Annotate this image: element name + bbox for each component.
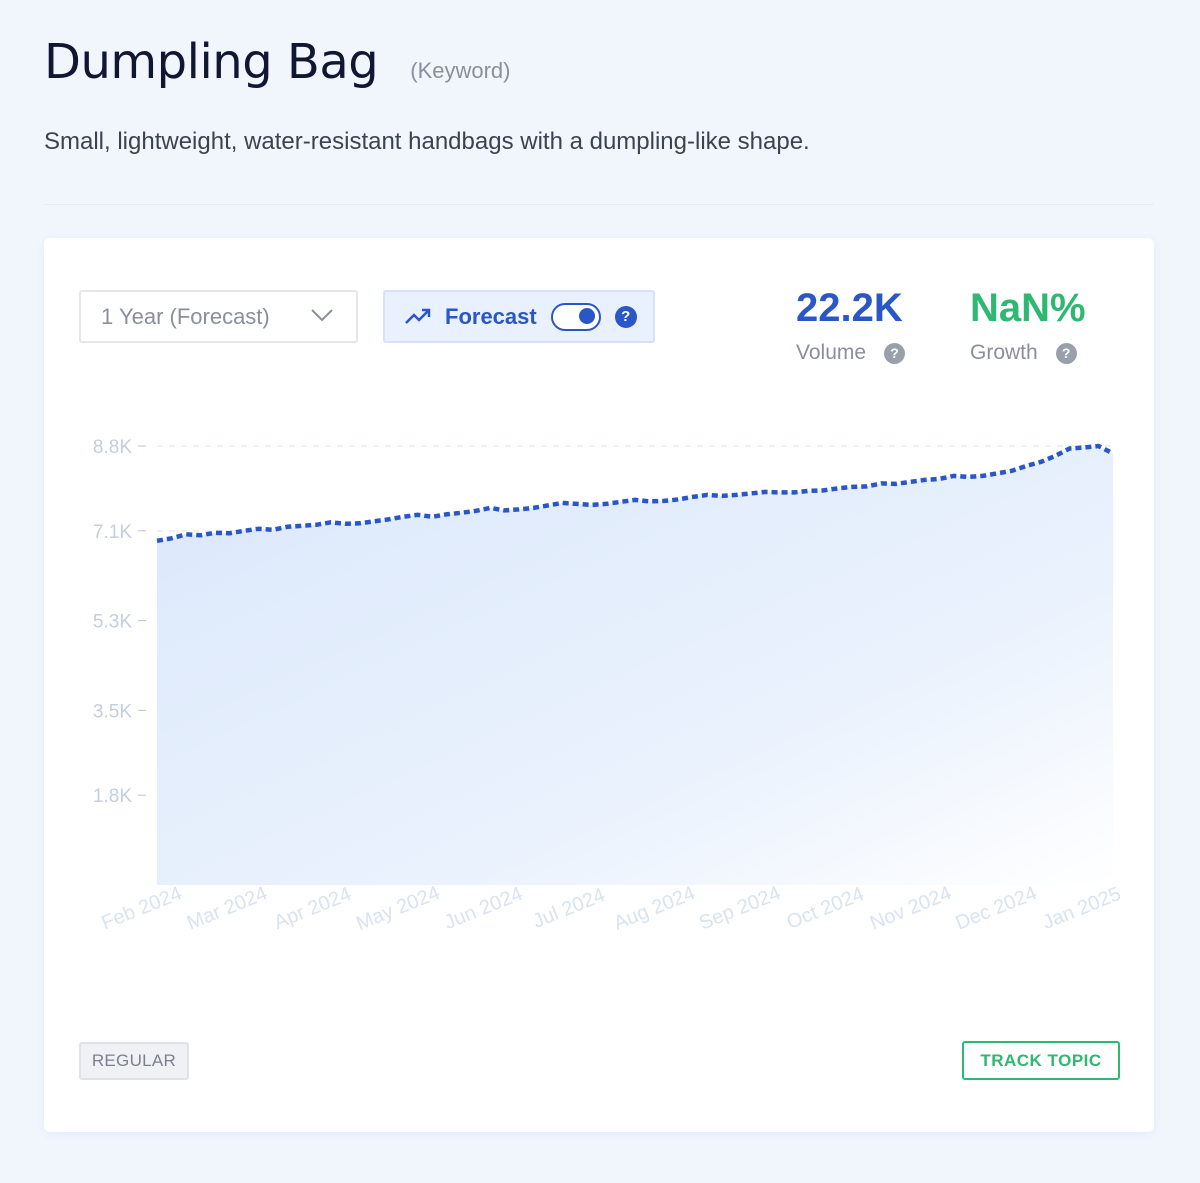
- y-tick-label: 7.1K: [93, 522, 132, 543]
- title-row: Dumpling Bag (Keyword): [44, 34, 1154, 90]
- growth-metric: NaN% Growth ?: [970, 286, 1086, 365]
- forecast-label: Forecast: [445, 303, 537, 329]
- x-tick-label: Jul 2024: [530, 884, 608, 933]
- x-tick-label: Oct 2024: [784, 883, 868, 934]
- topic-kind-label: (Keyword): [410, 58, 511, 83]
- volume-help-icon[interactable]: ?: [884, 342, 906, 364]
- forecast-switch-knob: [578, 308, 595, 324]
- trend-card: 1 Year (Forecast) Forecast ? 22.2K Volum…: [44, 238, 1154, 1132]
- growth-help-icon[interactable]: ?: [1055, 342, 1077, 364]
- chevron-down-icon: [311, 309, 333, 322]
- x-tick-label: Jun 2024: [441, 883, 526, 934]
- chart-area-fill: [157, 446, 1113, 885]
- topic-description: Small, lightweight, water-resistant hand…: [44, 128, 810, 155]
- y-tick-label: 3.5K: [93, 701, 132, 722]
- page-header: Dumpling Bag (Keyword) Small, lightweigh…: [44, 34, 1154, 156]
- time-range-value: 1 Year (Forecast): [101, 303, 270, 329]
- growth-label: Growth: [970, 341, 1038, 364]
- forecast-help-icon[interactable]: ?: [614, 305, 637, 328]
- y-tick-label: 5.3K: [93, 612, 132, 633]
- forecast-series-line: [156, 443, 1115, 544]
- x-tick-label: Sep 2024: [696, 882, 784, 934]
- regular-tag: REGULAR: [79, 1042, 189, 1080]
- volume-value: 22.2K: [796, 286, 903, 330]
- help-symbol: ?: [1061, 345, 1071, 361]
- x-tick-label: Mar 2024: [184, 882, 271, 934]
- x-tick-label: Feb 2024: [98, 882, 185, 934]
- help-symbol: ?: [621, 308, 631, 325]
- y-tick-label: 1.8K: [93, 786, 132, 807]
- page-title: Dumpling Bag: [44, 34, 379, 90]
- track-topic-button[interactable]: TRACK TOPIC: [962, 1041, 1120, 1080]
- growth-label-row: Growth ?: [970, 341, 1086, 365]
- forecast-switch[interactable]: [550, 302, 601, 331]
- x-tick-label: Dec 2024: [952, 882, 1040, 934]
- x-tick-label: Aug 2024: [611, 882, 699, 934]
- header-divider: [44, 204, 1154, 205]
- trending-up-icon: [405, 308, 431, 324]
- volume-metric: 22.2K Volume ?: [796, 286, 906, 365]
- help-symbol: ?: [890, 345, 899, 361]
- y-tick-label: 8.8K: [93, 437, 132, 458]
- x-tick-label: Nov 2024: [867, 882, 955, 934]
- x-tick-label: May 2024: [353, 882, 443, 935]
- x-tick-label: Jan 2025: [1039, 883, 1124, 934]
- volume-label-row: Volume ?: [796, 341, 906, 365]
- x-tick-label: Apr 2024: [271, 883, 355, 934]
- forecast-toggle-button[interactable]: Forecast ?: [383, 290, 655, 343]
- volume-label: Volume: [796, 341, 867, 364]
- growth-value: NaN%: [970, 286, 1086, 330]
- time-range-select[interactable]: 1 Year (Forecast): [79, 290, 358, 343]
